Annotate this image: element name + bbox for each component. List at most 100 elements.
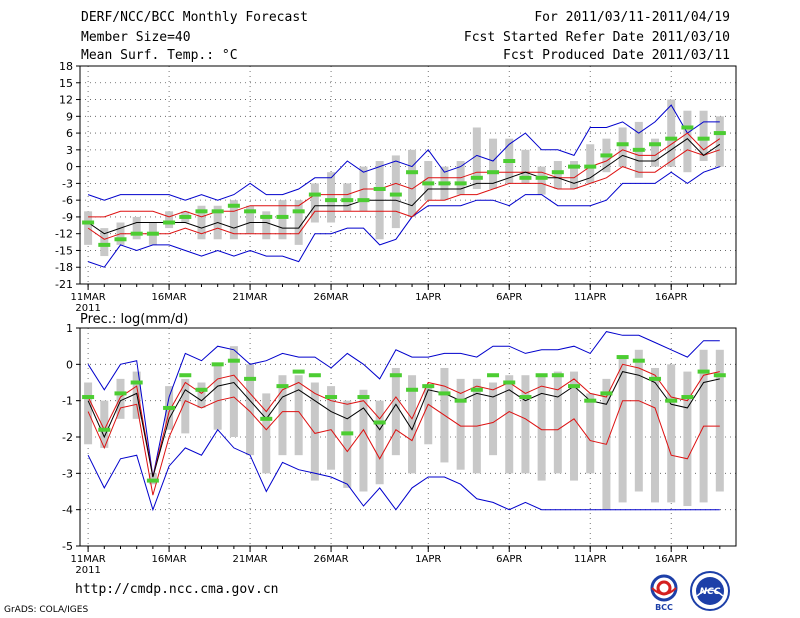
median-marker (649, 376, 662, 381)
x-tick-label: 21MAR (232, 554, 267, 565)
median-marker (357, 198, 370, 203)
variable-label: Mean Surf. Temp.: °C (81, 48, 238, 63)
range-box (570, 371, 579, 481)
range-box (359, 389, 368, 492)
range-box (310, 183, 319, 223)
range-box (229, 200, 238, 240)
x-tick-label: 1APR (415, 554, 441, 565)
y-tick-label: 0 (66, 358, 73, 371)
median-marker (130, 231, 143, 236)
range-box (262, 211, 271, 240)
y-tick-label: -18 (55, 261, 73, 274)
series-line-upper (88, 132, 721, 218)
median-marker (179, 214, 192, 219)
range-box (456, 378, 465, 470)
median-marker (325, 395, 338, 400)
median-marker (146, 478, 159, 483)
forecast-start-date: Fcst Started Refer Date 2011/03/10 (463, 30, 730, 45)
series-line-upper (87, 363, 720, 478)
x-tick-label: 16MAR (152, 292, 187, 303)
range-box (246, 364, 255, 456)
y-tick-label: -6 (62, 194, 73, 207)
range-box (278, 375, 287, 456)
x-year-label: 2011 (75, 565, 100, 576)
median-marker (292, 209, 305, 214)
range-box (262, 393, 271, 474)
median-marker (82, 220, 95, 225)
y-tick-label: -3 (62, 177, 73, 190)
median-marker (341, 431, 354, 436)
range-box (310, 382, 319, 481)
range-box (343, 400, 352, 488)
range-box (294, 375, 303, 456)
range-box (651, 367, 660, 503)
y-tick-label: -12 (55, 228, 73, 241)
range-box (489, 382, 498, 456)
median-marker (535, 175, 548, 180)
x-tick-label: 21MAR (232, 292, 267, 303)
series-line-min (87, 166, 720, 268)
median-marker (373, 186, 386, 191)
range-box (84, 382, 93, 445)
median-marker (681, 395, 694, 400)
range-box (165, 211, 174, 229)
median-marker (600, 153, 613, 158)
range-box (634, 349, 643, 492)
median-marker (114, 391, 127, 396)
range-box (375, 400, 384, 485)
median-marker (406, 170, 419, 175)
median-marker (713, 373, 726, 378)
range-box (715, 116, 724, 167)
range-box (100, 228, 109, 257)
y-tick-label: 18 (59, 60, 73, 73)
range-box (667, 364, 676, 503)
x-tick-label: 11MAR (71, 554, 106, 565)
x-year-label: 2011 (75, 303, 100, 314)
y-tick-label: -15 (55, 244, 73, 257)
range-box (408, 375, 417, 474)
median-marker (632, 147, 645, 152)
range-box (715, 349, 724, 492)
range-box (472, 127, 481, 189)
bcc-logo-icon: BCC (650, 574, 678, 612)
y-tick-label: 6 (66, 127, 73, 140)
median-marker (487, 373, 500, 378)
median-marker (114, 237, 127, 242)
ncc-logo-label: NCC (700, 587, 721, 597)
y-tick-label: 15 (59, 77, 73, 90)
plot-frame (79, 65, 737, 285)
median-marker (470, 175, 483, 180)
median-marker (276, 384, 289, 389)
median-marker (535, 373, 548, 378)
series-line-lower (87, 149, 720, 240)
range-box (618, 357, 627, 503)
range-box (553, 371, 562, 474)
median-marker (616, 142, 629, 147)
median-marker (308, 373, 321, 378)
source-url[interactable]: http://cmdp.ncc.cma.gov.cn (75, 582, 279, 597)
median-marker (713, 131, 726, 136)
median-marker (438, 181, 451, 186)
median-marker (260, 214, 273, 219)
median-marker (244, 209, 257, 214)
range-box (278, 200, 287, 240)
range-box (246, 205, 255, 234)
forecast-period: For 2011/03/11-2011/04/19 (534, 10, 730, 25)
series-line-max (87, 104, 720, 201)
median-marker (616, 355, 629, 360)
median-marker (195, 209, 208, 214)
series-line-lower (87, 396, 720, 496)
median-marker (665, 136, 678, 141)
range-box (553, 161, 562, 189)
range-box (116, 378, 125, 419)
range-box (391, 367, 400, 456)
range-box (294, 200, 303, 245)
range-box (683, 110, 692, 173)
x-tick-label: 1APR (415, 292, 441, 303)
forecast-produced-date: Fcst Produced Date 2011/03/11 (503, 48, 730, 63)
x-tick-label: 6APR (496, 292, 522, 303)
y-tick-label: 3 (66, 144, 73, 157)
range-box (197, 382, 206, 408)
range-box (489, 138, 498, 189)
